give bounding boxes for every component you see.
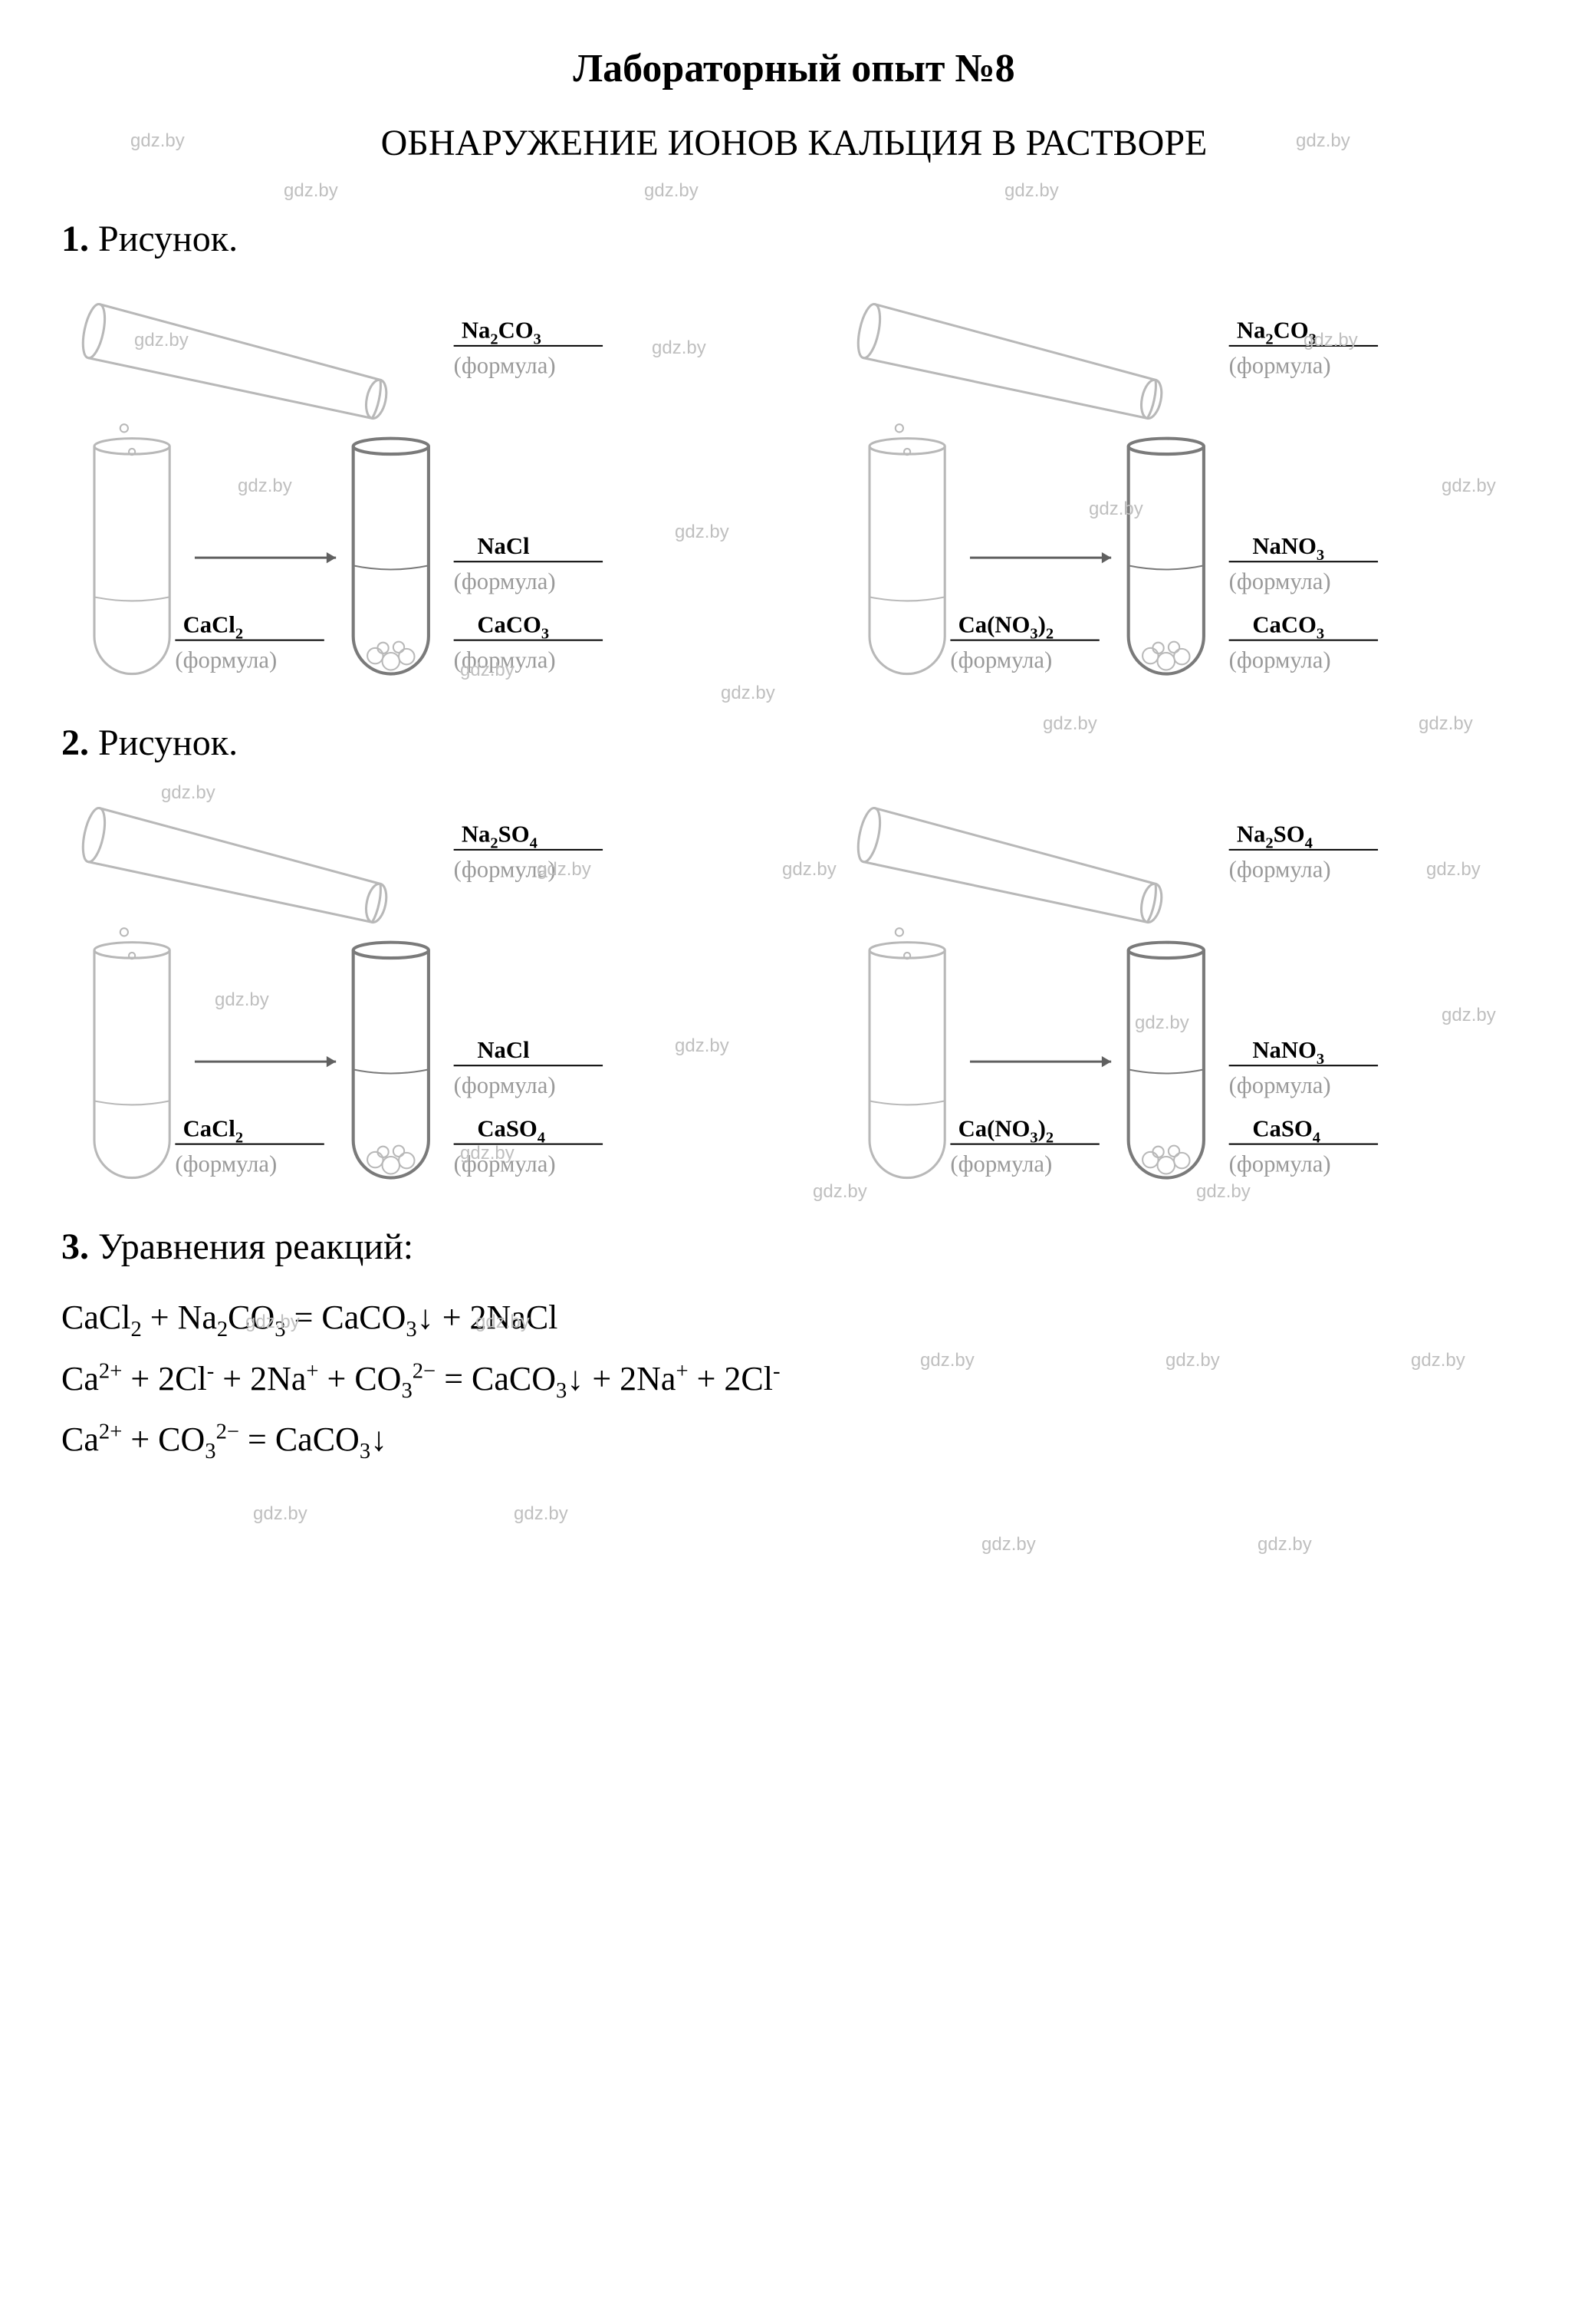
diagram-2-right: Na2SO4 (формула) Ca(NO3)2 (формула) NaNO3 (фо… <box>837 787 1527 1195</box>
svg-text:CaCl2: CaCl2 <box>183 1115 243 1146</box>
section-1-num: 1. <box>61 219 89 259</box>
svg-text:Na2CO3: Na2CO3 <box>462 318 541 348</box>
main-title: Лабораторный опыт №8 <box>61 46 1527 91</box>
svg-text:(формула): (формула) <box>1228 1151 1330 1177</box>
svg-text:(формула): (формула) <box>175 1151 277 1177</box>
svg-text:(формула): (формула) <box>950 1151 1052 1177</box>
diagram-svg: Na2CO3 (формула) Ca(NO3)2 (формула) NaNO3 (фо… <box>837 283 1527 691</box>
diagram-1-right: Na2CO3 (формула) Ca(NO3)2 (формула) NaNO3 (фо… <box>837 283 1527 691</box>
page-root: Лабораторный опыт №8 ОБНАРУЖЕНИЕ ИОНОВ К… <box>61 46 1527 1470</box>
svg-text:(формула): (формула) <box>454 353 556 379</box>
section-3-label: Уравнения реакций: <box>98 1226 413 1267</box>
section-2-num: 2. <box>61 723 89 763</box>
section-3-num: 3. <box>61 1226 89 1267</box>
svg-text:(формула): (формула) <box>454 568 556 594</box>
section-1-heading: 1. Рисунок. <box>61 218 1527 260</box>
watermark: gdz.by <box>253 1503 307 1525</box>
svg-text:CaCl2: CaCl2 <box>183 611 243 642</box>
svg-text:CaCO3: CaCO3 <box>1252 611 1324 642</box>
watermark: gdz.by <box>284 180 338 202</box>
section-1-label: Рисунок. <box>98 219 238 259</box>
svg-text:Ca(NO3)2: Ca(NO3)2 <box>958 611 1053 642</box>
svg-text:NaCl: NaCl <box>477 533 529 559</box>
diagram-2-left: Na2SO4 (формула) CaCl2 (формула) NaCl (формул… <box>61 787 752 1195</box>
equations-block: CaCl2 + Na2CO3 = CaCO3↓ + 2NaClCa2+ + 2C… <box>61 1291 1527 1470</box>
svg-text:(формула): (формула) <box>454 1151 556 1177</box>
subtitle: ОБНАРУЖЕНИЕ ИОНОВ КАЛЬЦИЯ В РАСТВОРЕ <box>61 122 1527 164</box>
equation-line-2: Ca2+ + 2Cl- + 2Na+ + CO32− = CaCO3↓ + 2N… <box>61 1352 1527 1409</box>
svg-text:(формула): (формула) <box>454 857 556 883</box>
section-2-label: Рисунок. <box>98 723 238 763</box>
svg-text:CaSO4: CaSO4 <box>1252 1115 1320 1146</box>
svg-text:(формула): (формула) <box>1228 353 1330 379</box>
svg-text:(формула): (формула) <box>1228 1072 1330 1098</box>
svg-text:(формула): (формула) <box>1228 647 1330 673</box>
diagram-svg: Na2SO4 (формула) Ca(NO3)2 (формула) NaNO3 (фо… <box>837 787 1527 1195</box>
svg-text:(формула): (формула) <box>454 1072 556 1098</box>
svg-text:NaNO3: NaNO3 <box>1252 1037 1324 1068</box>
diagram-1-left: Na2CO3 (формула) CaCl2 (формула) NaCl (формул… <box>61 283 752 691</box>
section-3-heading: 3. Уравнения реакций: <box>61 1226 1527 1268</box>
svg-text:Na2SO4: Na2SO4 <box>1236 821 1312 852</box>
section-2-heading: 2. Рисунок. <box>61 722 1527 764</box>
svg-text:CaCO3: CaCO3 <box>477 611 549 642</box>
diagram-row-1: Na2CO3 (формула) CaCl2 (формула) NaCl (формул… <box>61 283 1527 691</box>
svg-text:(формула): (формула) <box>454 647 556 673</box>
diagram-row-2: Na2SO4 (формула) CaCl2 (формула) NaCl (формул… <box>61 787 1527 1195</box>
diagram-svg: Na2SO4 (формула) CaCl2 (формула) NaCl (формул… <box>61 787 752 1195</box>
svg-text:Ca(NO3)2: Ca(NO3)2 <box>958 1115 1053 1146</box>
svg-text:CaSO4: CaSO4 <box>477 1115 545 1146</box>
svg-text:NaCl: NaCl <box>477 1037 529 1063</box>
watermark: gdz.by <box>514 1503 568 1525</box>
svg-text:NaNO3: NaNO3 <box>1252 533 1324 564</box>
watermark: gdz.by <box>981 1534 1036 1555</box>
svg-text:Na2CO3: Na2CO3 <box>1236 318 1316 348</box>
svg-text:(формула): (формула) <box>950 647 1052 673</box>
watermark: gdz.by <box>1004 180 1059 202</box>
svg-text:(формула): (формула) <box>1228 568 1330 594</box>
diagram-svg: Na2CO3 (формула) CaCl2 (формула) NaCl (формул… <box>61 283 752 691</box>
svg-text:Na2SO4: Na2SO4 <box>462 821 538 852</box>
svg-text:(формула): (формула) <box>175 647 277 673</box>
watermark: gdz.by <box>1258 1534 1312 1555</box>
equation-line-3: Ca2+ + CO32− = CaCO3↓ <box>61 1413 1527 1470</box>
svg-text:(формула): (формула) <box>1228 857 1330 883</box>
equation-line-1: CaCl2 + Na2CO3 = CaCO3↓ + 2NaCl <box>61 1291 1527 1348</box>
watermark: gdz.by <box>644 180 699 202</box>
